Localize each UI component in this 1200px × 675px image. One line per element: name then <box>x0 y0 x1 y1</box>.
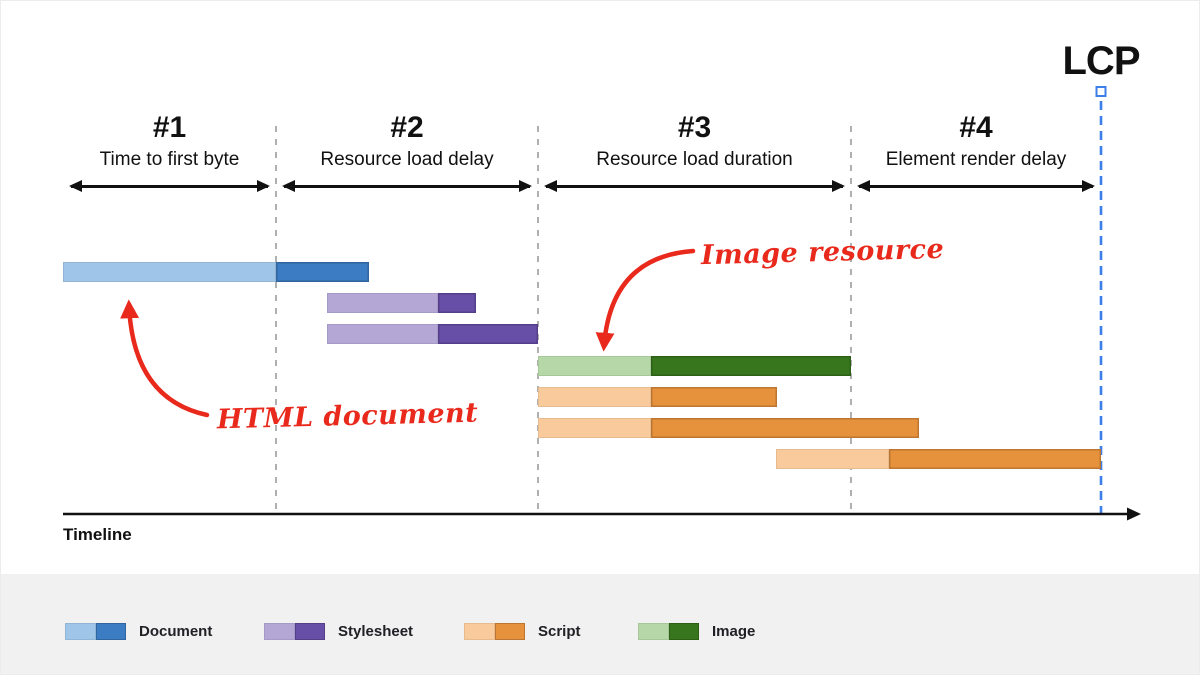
document-bar-dark-segment <box>276 262 369 282</box>
stylesheet-bar-dark-segment <box>438 293 476 313</box>
timeline-axis-arrowhead <box>1127 507 1141 521</box>
legend-footer: Document Stylesheet Script Image <box>1 574 1199 674</box>
script-bar <box>538 418 919 438</box>
image-bar <box>538 356 851 376</box>
document-bar-light-segment <box>63 262 276 282</box>
document-legend-swatch <box>65 622 126 640</box>
stylesheet-bar-dark-segment <box>438 324 538 344</box>
image-bar-light-segment <box>538 356 651 376</box>
stylesheet-bar <box>327 293 476 313</box>
lcp-marker-icon <box>1095 86 1107 97</box>
script-bar-light-segment <box>538 418 651 438</box>
stylesheet-legend-swatch <box>264 622 325 640</box>
legend-label: Document <box>139 622 213 640</box>
image-legend-swatch <box>638 622 699 640</box>
script-bar-light-segment <box>538 387 651 407</box>
script-bar-dark-segment <box>651 387 777 407</box>
stylesheet-bar-light-segment <box>327 293 438 313</box>
stylesheet-bar <box>327 324 538 344</box>
stylesheet-bar-light-segment <box>327 324 438 344</box>
legend-item-document: Document <box>65 615 212 647</box>
legend-label: Script <box>538 622 581 640</box>
legend-item-script: Script <box>464 615 581 647</box>
script-bar-dark-segment <box>651 418 919 438</box>
legend-item-stylesheet: Stylesheet <box>264 615 413 647</box>
script-bar-dark-segment <box>889 449 1101 469</box>
image-bar-dark-segment <box>651 356 851 376</box>
script-legend-swatch <box>464 622 525 640</box>
legend-label: Stylesheet <box>338 622 414 640</box>
script-bar-light-segment <box>776 449 889 469</box>
document-bar <box>63 262 369 282</box>
legend-label: Image <box>712 622 756 640</box>
script-bar <box>776 449 1101 469</box>
script-bar <box>538 387 777 407</box>
legend-item-image: Image <box>638 615 755 647</box>
